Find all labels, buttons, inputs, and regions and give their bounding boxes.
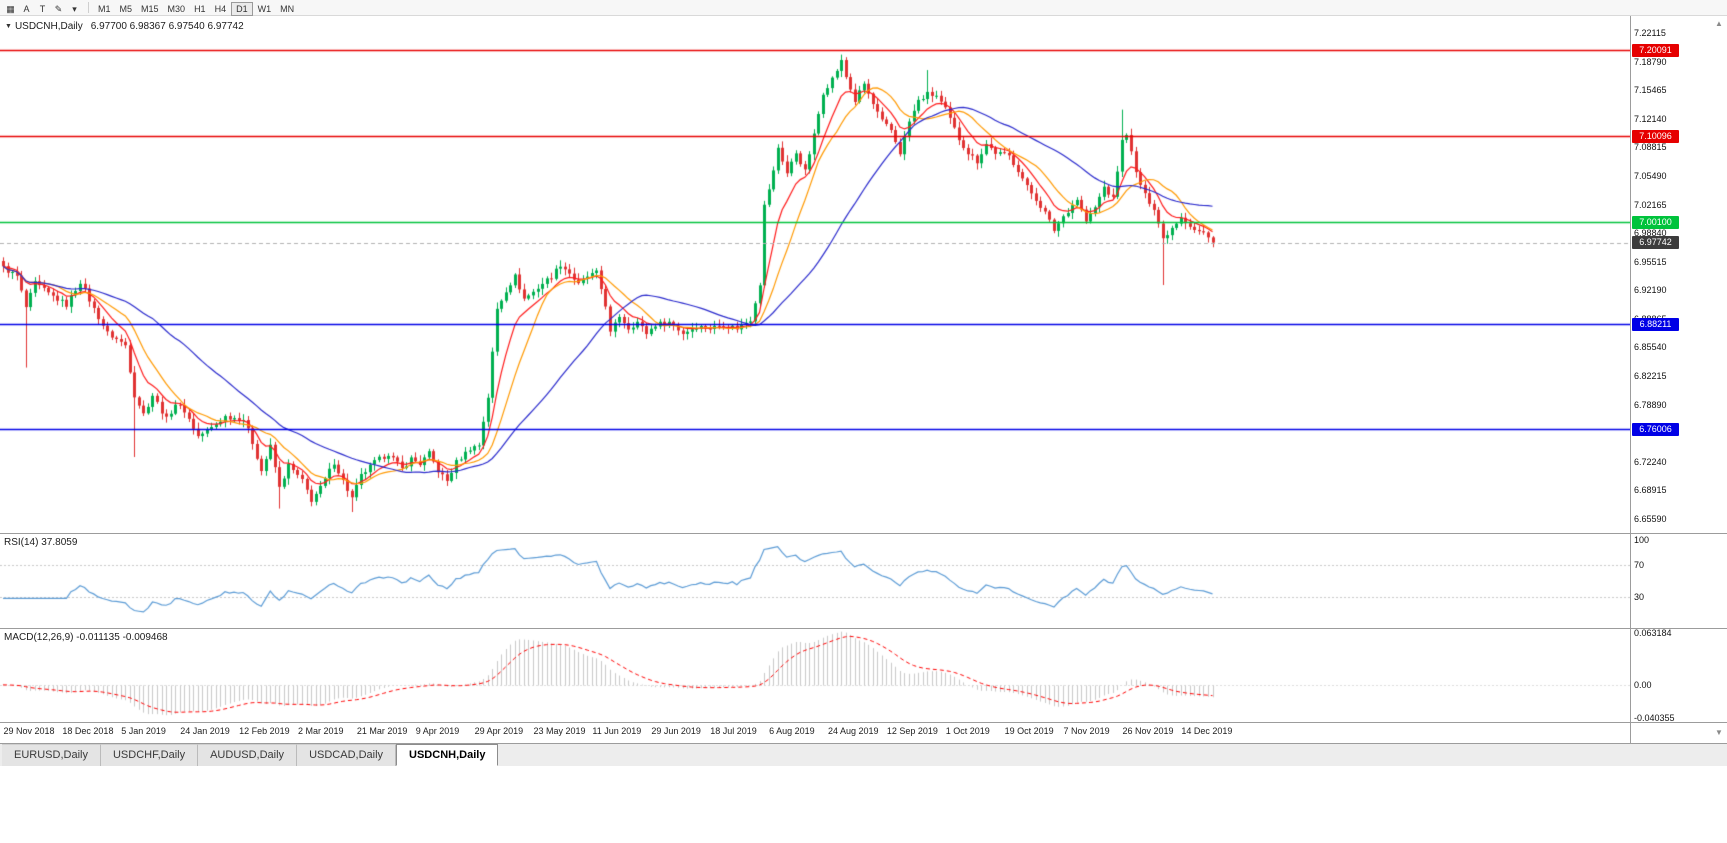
hline-price-tag: 6.88211	[1632, 317, 1679, 331]
chart-toolbar: ▦ A T ✎ ▾ M1 M5 M15 M30 H1 H4 D1 W1 MN	[0, 0, 1727, 16]
price-axis-label: 6.75565	[1634, 428, 1667, 439]
scroll-up-icon[interactable]: ▲	[1715, 19, 1723, 28]
date-axis-label: 24 Aug 2019	[827, 726, 879, 736]
tool-dropdown-icon[interactable]: ▾	[72, 3, 77, 14]
date-axis-label: 11 Jun 2019	[592, 726, 642, 736]
date-axis-label: 18 Jul 2019	[710, 726, 757, 736]
chart-tab-bar: EURUSD,Daily USDCHF,Daily AUDUSD,Daily USDC…	[0, 743, 1727, 766]
chart-tab-usdchf[interactable]: USDCHF,Daily	[100, 744, 199, 766]
scroll-down-icon[interactable]: ▼	[1715, 728, 1723, 737]
legend-symbol: USDCNH,Daily	[14, 21, 83, 32]
timeframe-h4-button[interactable]: H4	[214, 3, 227, 14]
date-axis-label: 19 Oct 2019	[1004, 726, 1054, 736]
price-axis-label: 6.72240	[1634, 456, 1667, 467]
hline-price-tag: 6.76006	[1632, 422, 1679, 436]
rsi-indicator-canvas[interactable]	[0, 534, 1630, 628]
timeframe-m1-button[interactable]: M1	[98, 3, 111, 14]
macd-axis-label: 0.00	[1634, 679, 1652, 690]
price-axis-label: 6.88865	[1634, 313, 1667, 324]
date-axis-label: 12 Feb 2019	[239, 726, 290, 736]
legend-ohlc-values: 6.97700 6.98367 6.97540 6.97742	[90, 21, 244, 32]
rsi-axis-label: 70	[1634, 559, 1645, 570]
toolbar-icons: ▦ A T ✎ ▾	[3, 0, 83, 17]
date-axis-label: 26 Nov 2019	[1122, 726, 1174, 736]
panel-separator	[0, 722, 1727, 723]
date-axis-label: 14 Dec 2019	[1181, 726, 1233, 736]
rsi-axis-label: 100	[1634, 535, 1650, 545]
date-axis-label: 29 Apr 2019	[474, 726, 524, 736]
macd-axis-label: 0.063184	[1634, 628, 1672, 638]
price-axis-label: 6.95515	[1634, 256, 1667, 267]
price-axis-label: 7.08815	[1634, 142, 1667, 153]
text-tool-icon[interactable]: T	[39, 3, 46, 14]
timeframe-d1-button[interactable]: D1	[231, 1, 253, 16]
price-axis-label: 7.15465	[1634, 85, 1667, 96]
price-axis-label: 6.92190	[1634, 285, 1667, 296]
rsi-legend: RSI(14) 37.8059	[4, 537, 78, 548]
price-axis-label: 6.65590	[1634, 513, 1667, 524]
date-axis-label: 21 Mar 2019	[356, 726, 408, 736]
timeframe-m15-button[interactable]: M15	[141, 3, 159, 14]
price-axis-label: 7.18790	[1634, 56, 1667, 67]
timeframe-switcher: M1 M5 M15 M30 H1 H4 D1 W1 MN	[94, 0, 299, 17]
panel-separator	[0, 533, 1727, 534]
legend-expand-icon[interactable]: ▼	[5, 23, 12, 30]
price-axis-label: 7.02165	[1634, 199, 1667, 210]
date-axis-label: 18 Dec 2018	[62, 726, 114, 736]
price-axis-label: 6.85540	[1634, 342, 1667, 353]
chart-tab-usdcnh[interactable]: USDCNH,Daily	[396, 744, 499, 766]
panel-separator	[0, 628, 1727, 629]
price-axis-label: 6.68915	[1634, 485, 1667, 496]
price-axis-label: 6.82215	[1634, 371, 1667, 382]
chart-window-icon[interactable]: ▦	[6, 3, 15, 14]
timeframe-m30-button[interactable]: M30	[167, 3, 186, 14]
draw-tool-icon[interactable]: ✎	[54, 3, 63, 14]
ohlc-legend: ▼ USDCNH,Daily 6.97700 6.98367 6.97540 6.9…	[5, 21, 244, 32]
price-axis-label: 7.05490	[1634, 170, 1667, 181]
price-chart-canvas[interactable]	[0, 16, 1630, 533]
current-price-tag: 6.97742	[1632, 236, 1679, 250]
price-axis-label: 6.98840	[1634, 228, 1667, 239]
date-axis-label: 5 Jan 2019	[121, 726, 166, 736]
date-axis-label: 23 May 2019	[533, 726, 586, 736]
date-axis: 29 Nov 2018 18 Dec 2018 5 Jan 2019 24 Jan 2…	[0, 723, 1630, 742]
macd-legend: MACD(12,26,9) -0.011135 -0.009468	[4, 632, 168, 643]
date-axis-label: 7 Nov 2019	[1063, 726, 1110, 736]
date-axis-label: 29 Jun 2019	[651, 726, 701, 736]
chart-tab-audusd[interactable]: AUDUSD,Daily	[198, 744, 298, 766]
date-axis-label: 6 Aug 2019	[769, 726, 815, 736]
cursor-a-icon[interactable]: A	[23, 3, 30, 14]
chart-tab-eurusd[interactable]: EURUSD,Daily	[2, 744, 101, 766]
date-axis-label: 2 Mar 2019	[297, 726, 344, 736]
date-axis-label: 9 Apr 2019	[415, 726, 460, 736]
timeframe-h1-button[interactable]: H1	[194, 3, 206, 14]
timeframe-mn-button[interactable]: MN	[280, 3, 295, 14]
price-axis-label: 7.12140	[1634, 113, 1667, 124]
price-axis-label: 6.78890	[1634, 399, 1667, 410]
date-axis-label: 12 Sep 2019	[886, 726, 938, 736]
macd-indicator-canvas[interactable]	[0, 629, 1630, 722]
date-axis-label: 24 Jan 2019	[180, 726, 230, 736]
date-axis-label: 29 Nov 2018	[3, 726, 55, 736]
chart-tab-usdcad[interactable]: USDCAD,Daily	[297, 744, 397, 766]
hline-price-tag: 7.20091	[1632, 43, 1679, 57]
hline-price-tag: 7.00100	[1632, 215, 1679, 229]
chart-scrollbar: ▲ ▼	[1711, 16, 1727, 743]
date-axis-label: 1 Oct 2019	[945, 726, 990, 736]
timeframe-m5-button[interactable]: M5	[119, 3, 133, 14]
toolbar-separator	[88, 2, 89, 13]
price-axis-separator	[1630, 16, 1631, 743]
timeframe-w1-button[interactable]: W1	[257, 3, 272, 14]
rsi-axis-label: 30	[1634, 592, 1645, 603]
hline-price-tag: 7.10096	[1632, 129, 1679, 143]
price-axis-label: 7.22115	[1634, 27, 1666, 38]
